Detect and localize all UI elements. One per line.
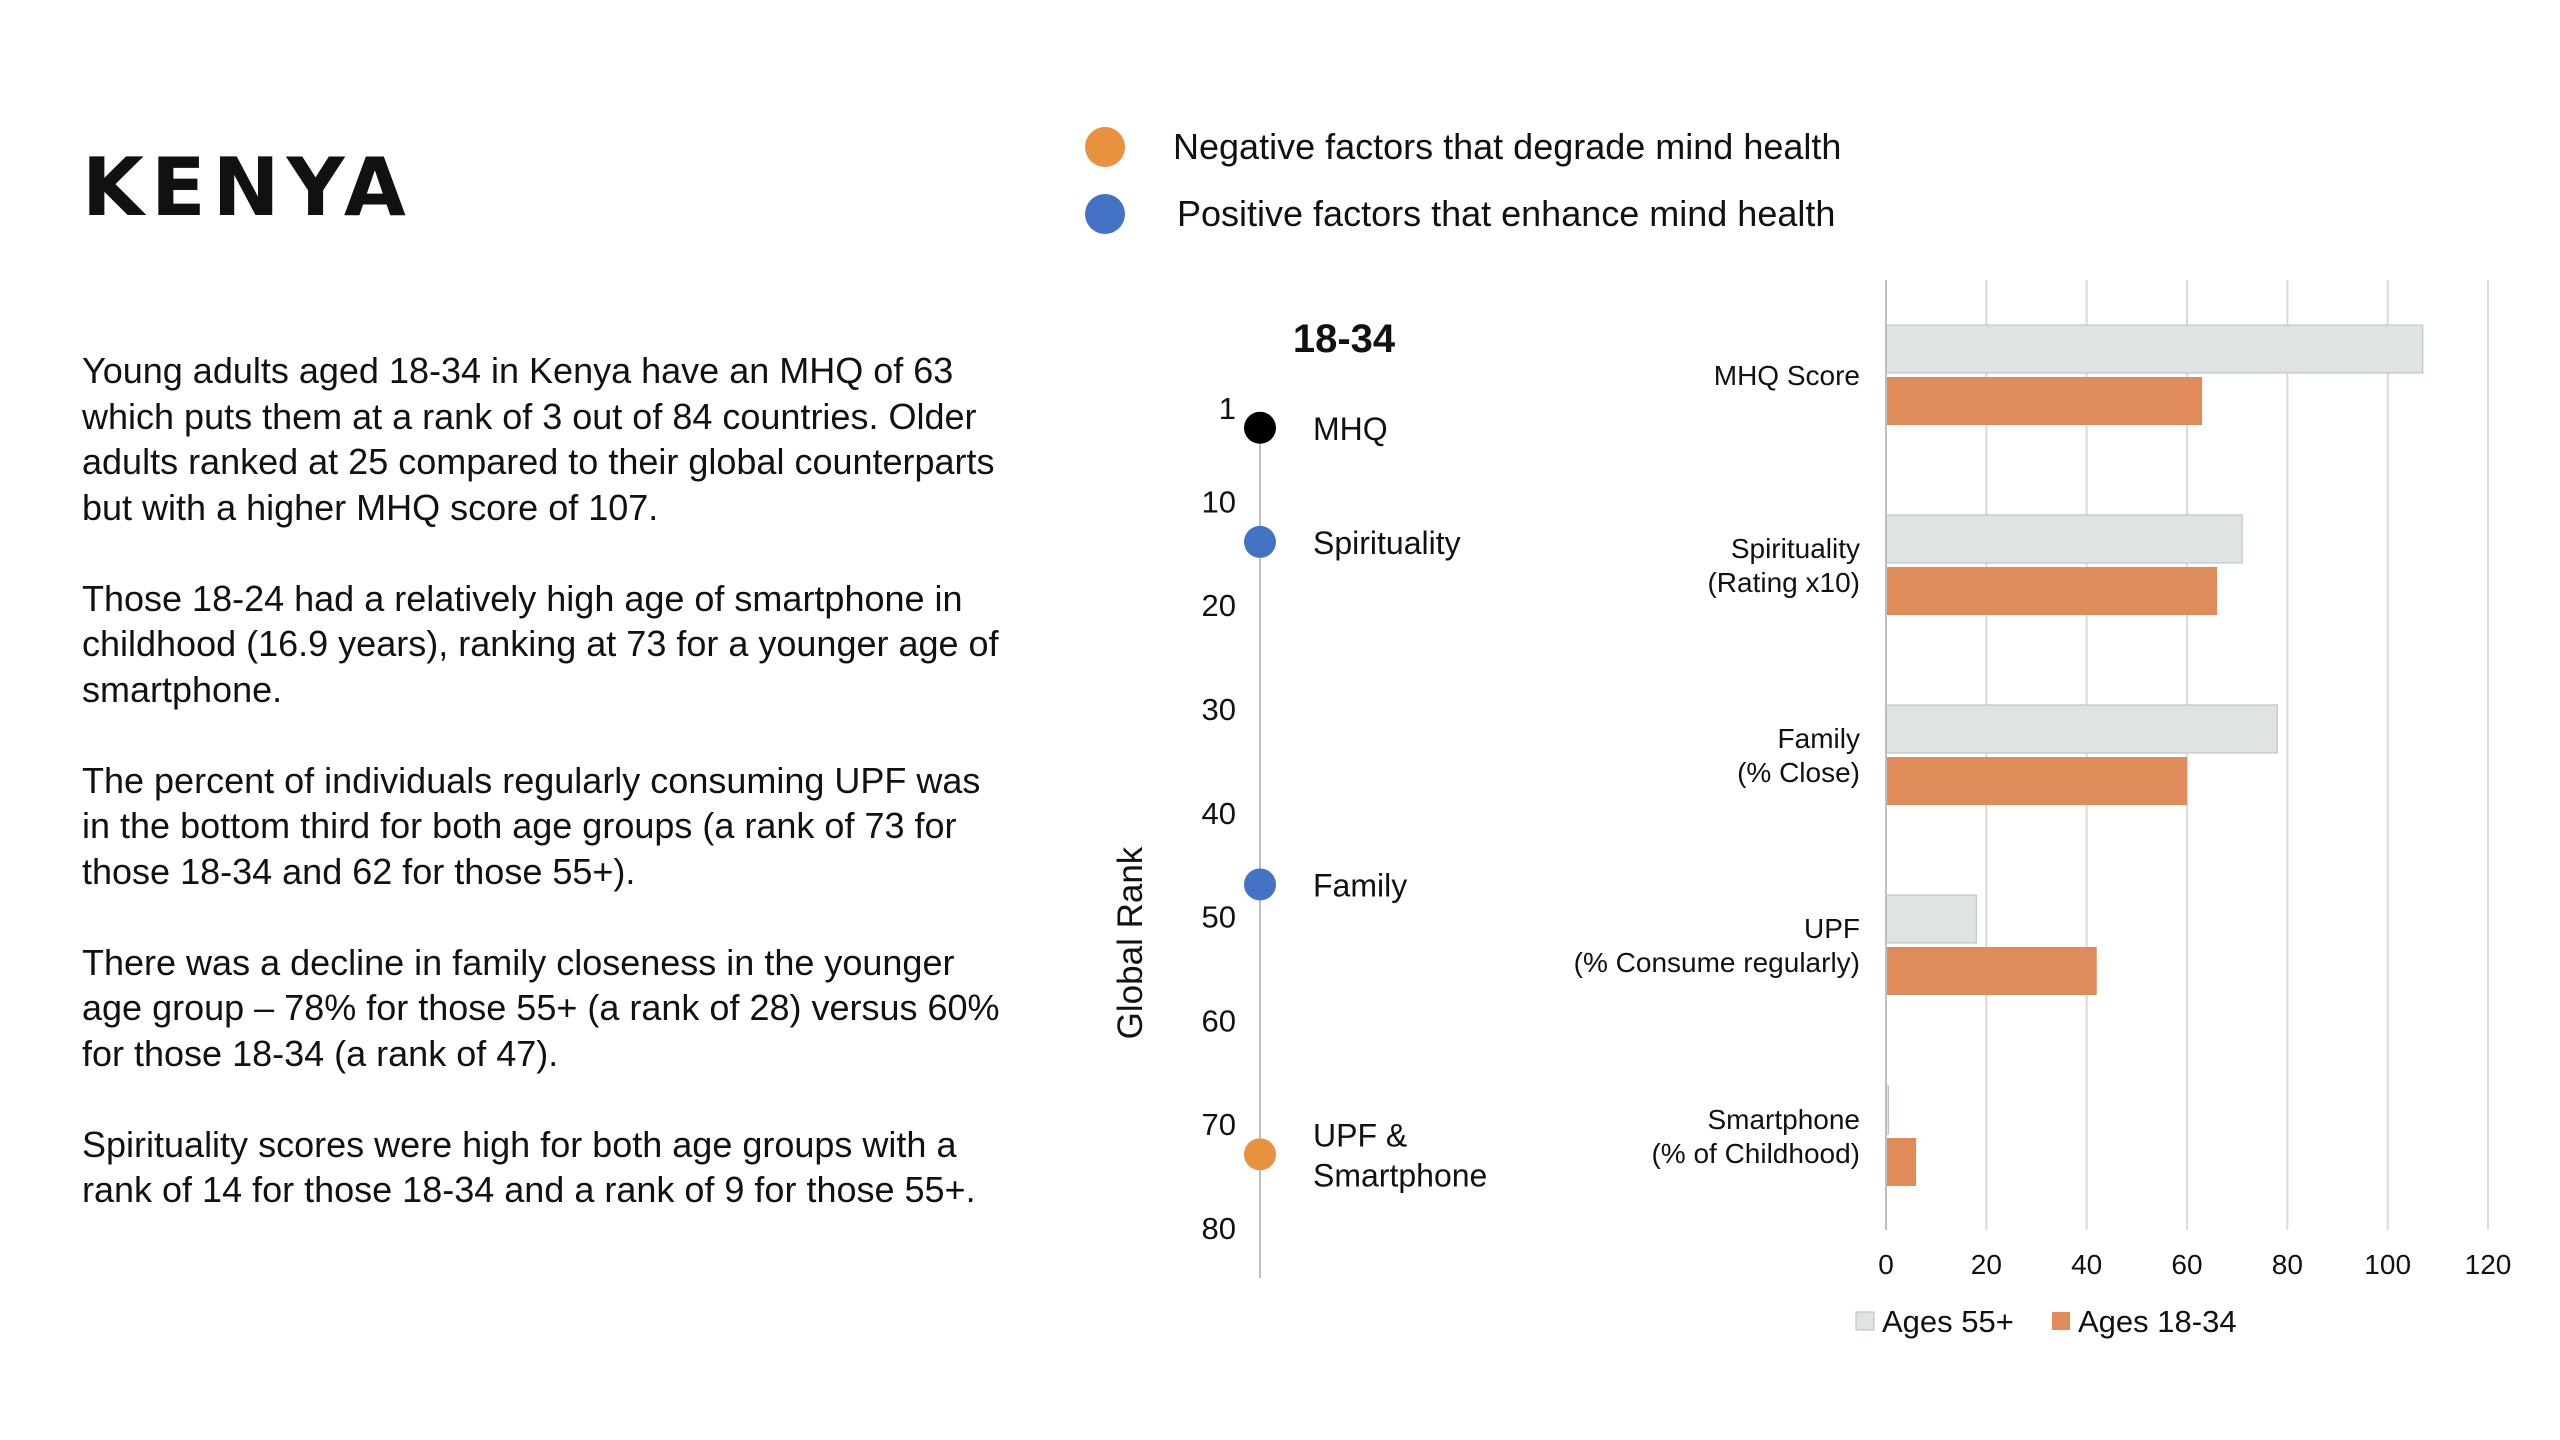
rank-tick-label: 50 <box>1202 900 1236 935</box>
bar-legend-label: Ages 18-34 <box>2078 1304 2237 1339</box>
summary-text: Young adults aged 18-34 in Kenya have an… <box>82 348 1002 1258</box>
rank-point <box>1244 868 1276 901</box>
bar <box>1885 514 2243 564</box>
rank-point-label: Spirituality <box>1313 525 1461 561</box>
bar-tick-label: 20 <box>1971 1249 2002 1280</box>
bar-legend-swatch <box>2052 1312 2070 1330</box>
bar-category-label: Smartphone (% of Childhood) <box>1651 1104 1860 1169</box>
rank-tick-label: 20 <box>1202 588 1236 623</box>
rank-point-label: MHQ <box>1313 411 1388 447</box>
legend-positive-label: Positive factors that enhance mind healt… <box>1177 193 1836 234</box>
bar-tick-label: 40 <box>2071 1249 2102 1280</box>
bar-category-label: Family (% Close) <box>1737 723 1860 788</box>
legend-positive: Positive factors that enhance mind healt… <box>1085 193 1835 235</box>
bar <box>1886 567 2218 615</box>
rank-point <box>1244 525 1276 558</box>
orange-dot-icon <box>1085 127 1125 167</box>
bar-category-label: MHQ Score <box>1714 360 1860 391</box>
legend-negative: Negative factors that degrade mind healt… <box>1085 126 1841 168</box>
bar <box>1886 757 2187 805</box>
paragraph: There was a decline in family closeness … <box>82 941 1000 1074</box>
bar-tick-label: 0 <box>1878 1249 1894 1280</box>
rank-axis-title: Global Rank <box>1111 846 1150 1039</box>
rank-tick-label: 30 <box>1202 692 1236 727</box>
bar <box>1886 947 2097 995</box>
rank-tick-label: 70 <box>1202 1107 1236 1142</box>
bar-tick-label: 80 <box>2272 1249 2303 1280</box>
rank-tick-label: 10 <box>1202 484 1236 519</box>
bar <box>1885 894 1977 944</box>
rank-point-label: UPF & Smartphone <box>1313 1117 1487 1193</box>
rank-point-label: Family <box>1313 867 1407 903</box>
paragraph: Those 18-24 had a relatively high age of… <box>82 577 999 710</box>
bar-tick-label: 60 <box>2171 1249 2202 1280</box>
paragraph: Young adults aged 18-34 in Kenya have an… <box>82 350 995 528</box>
rank-tick-label: 80 <box>1202 1211 1236 1246</box>
bar-legend-swatch <box>1855 1311 1875 1331</box>
rank-tick-label: 60 <box>1202 1003 1236 1038</box>
bar <box>1886 1138 1917 1186</box>
bar-tick-label: 120 <box>2465 1249 2512 1280</box>
page-title: KENYA <box>82 141 413 234</box>
paragraph: The percent of individuals regularly con… <box>82 759 981 892</box>
legend-negative-label: Negative factors that degrade mind healt… <box>1173 126 1842 167</box>
bar <box>1885 324 2424 374</box>
bar-category-label: UPF (% Consume regularly) <box>1574 913 1860 978</box>
bar-legend-label: Ages 55+ <box>1882 1304 2014 1339</box>
rank-tick-label: 1 <box>1219 391 1236 426</box>
blue-dot-icon <box>1085 194 1125 234</box>
rank-tick-label: 40 <box>1202 796 1236 831</box>
bar-tick-label: 100 <box>2364 1249 2411 1280</box>
rank-point <box>1244 1138 1276 1171</box>
rank-point <box>1244 411 1276 444</box>
bar-category-label: Spirituality (Rating x10) <box>1707 533 1860 598</box>
bar <box>1886 377 2203 425</box>
paragraph: Spirituality scores were high for both a… <box>82 1123 976 1211</box>
bar <box>1885 704 2278 754</box>
rank-chart-title: 18-34 <box>1293 317 1396 361</box>
